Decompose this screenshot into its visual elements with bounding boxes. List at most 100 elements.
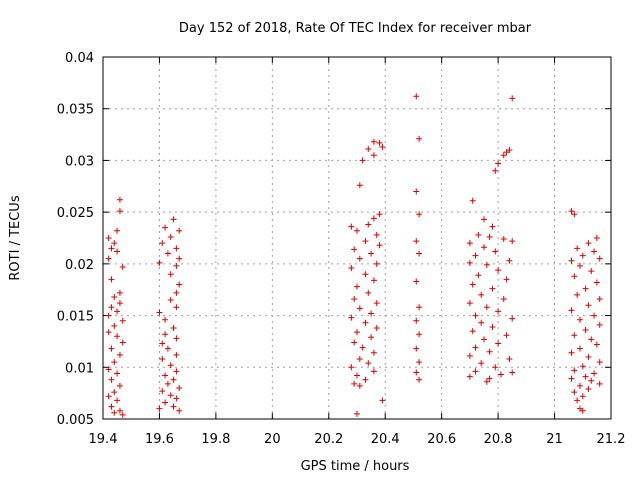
data-point — [173, 245, 180, 252]
data-point — [176, 407, 183, 414]
data-point — [111, 240, 118, 247]
data-point — [593, 341, 600, 348]
data-point — [481, 336, 487, 343]
data-point — [119, 339, 126, 346]
y-tick-label: 0.025 — [57, 206, 94, 221]
x-tick-label: 20.4 — [371, 432, 400, 447]
data-point — [483, 261, 490, 268]
data-point — [576, 316, 583, 323]
data-point — [116, 208, 123, 215]
data-point — [105, 393, 112, 400]
data-point — [354, 329, 360, 336]
data-point — [483, 304, 490, 311]
data-point — [489, 285, 496, 292]
data-point — [114, 370, 121, 377]
data-point — [413, 317, 420, 324]
data-point — [105, 255, 112, 262]
data-point — [105, 329, 112, 336]
data-point — [596, 380, 603, 387]
x-tick-label: 21 — [546, 432, 563, 447]
data-point — [170, 324, 177, 331]
chart-title: Day 152 of 2018, Rate Of TEC Index for r… — [179, 21, 532, 36]
data-point — [596, 296, 603, 303]
data-point — [509, 95, 516, 102]
data-point — [167, 392, 174, 399]
data-point — [362, 238, 369, 245]
data-point — [108, 345, 115, 352]
data-point — [475, 231, 482, 238]
data-point — [370, 215, 377, 222]
y-tick-label: 0.015 — [57, 310, 94, 325]
data-point — [503, 149, 510, 156]
data-point — [481, 244, 487, 251]
data-point — [173, 304, 180, 311]
data-point — [574, 291, 581, 298]
data-point — [591, 248, 598, 255]
data-point — [173, 262, 180, 269]
data-point — [173, 351, 180, 358]
data-point — [373, 260, 380, 267]
data-point — [469, 328, 476, 335]
data-point — [574, 245, 581, 252]
data-point — [365, 360, 372, 367]
data-point — [354, 227, 360, 234]
data-point — [492, 364, 499, 371]
data-point — [593, 279, 600, 286]
data-point — [568, 257, 575, 264]
data-point — [492, 248, 499, 255]
data-point — [495, 308, 502, 315]
data-point — [119, 317, 126, 324]
data-point — [413, 369, 420, 376]
data-point — [469, 197, 476, 204]
data-point — [114, 308, 121, 315]
data-point — [370, 152, 377, 159]
data-point — [469, 281, 476, 288]
data-point — [373, 324, 380, 331]
data-point — [483, 378, 490, 385]
data-point — [173, 289, 180, 296]
data-point — [585, 302, 592, 309]
y-tick-labels: 0.005 0.01 0.015 0.02 0.025 0.03 0.035 0.04 — [57, 51, 94, 428]
data-point — [114, 333, 121, 340]
data-point — [500, 236, 507, 243]
data-point — [579, 407, 586, 414]
y-tick-label: 0.03 — [65, 154, 94, 169]
x-tick-label: 20.8 — [484, 432, 513, 447]
data-point — [591, 312, 598, 319]
data-point — [579, 363, 586, 370]
data-point — [351, 296, 358, 303]
data-point — [164, 345, 171, 352]
data-point — [413, 93, 420, 100]
data-point — [503, 332, 510, 339]
data-point — [156, 405, 163, 412]
y-tick-label: 0.02 — [65, 258, 94, 273]
data-point — [370, 349, 377, 356]
data-point — [582, 285, 589, 292]
data-point — [478, 291, 485, 298]
x-tick-label: 21.2 — [597, 432, 626, 447]
data-point — [478, 319, 485, 326]
data-point — [159, 388, 166, 395]
data-point — [579, 393, 586, 400]
data-point — [162, 224, 169, 231]
data-point — [116, 407, 123, 414]
data-point — [108, 245, 115, 252]
data-point — [413, 345, 420, 352]
data-point — [571, 389, 578, 396]
data-point — [495, 340, 502, 347]
data-point — [591, 370, 598, 377]
data-point — [585, 240, 592, 247]
x-tick-label: 19.8 — [201, 432, 230, 447]
data-point — [354, 410, 360, 417]
data-point — [568, 208, 575, 215]
data-point — [466, 352, 473, 359]
data-point — [571, 273, 578, 280]
data-point — [365, 146, 372, 153]
data-point — [379, 143, 386, 150]
data-point — [416, 211, 423, 218]
data-point — [162, 316, 169, 323]
data-point — [466, 240, 473, 247]
data-point — [588, 377, 595, 384]
data-point — [370, 277, 377, 284]
data-point — [370, 368, 377, 375]
